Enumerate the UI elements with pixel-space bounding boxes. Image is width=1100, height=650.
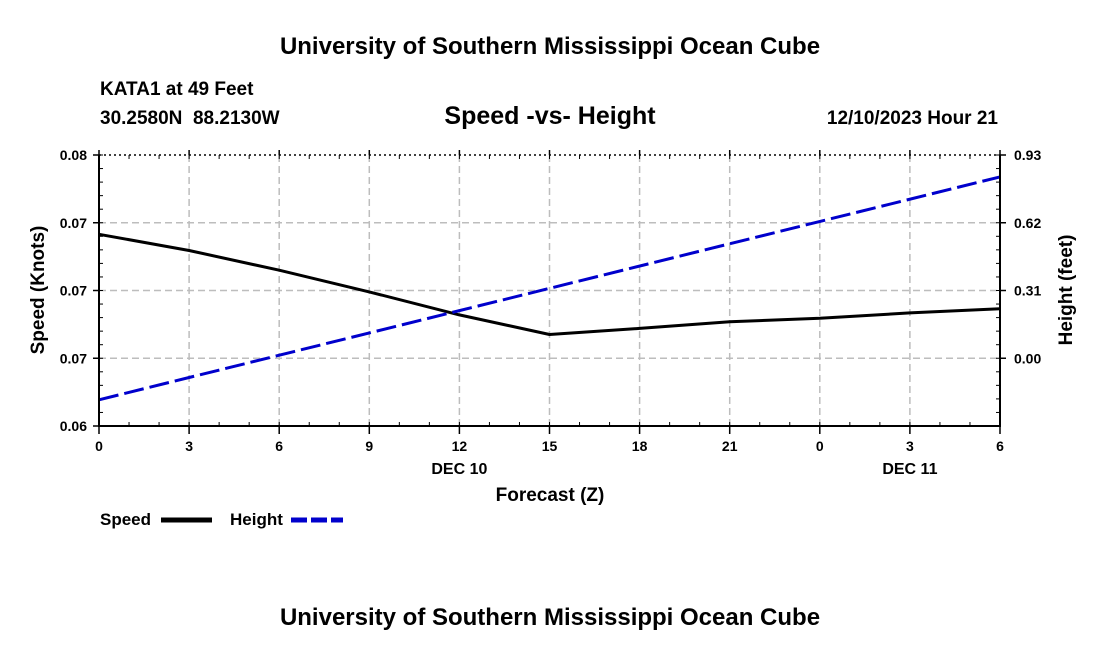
legend-label-speed: Speed (100, 510, 151, 529)
x-tick-label: 15 (542, 438, 558, 454)
chart-title: Speed -vs- Height (444, 102, 656, 130)
plot-area: 0 3 6 9 12 15 18 21 0 3 6 DEC 10 DEC 11 0.06 0.07 0.07… (60, 147, 1042, 478)
y-left-tick-label: 0.08 (60, 147, 87, 163)
x-date-label: DEC 10 (431, 461, 487, 478)
page-title: University of Southern Mississippi Ocean… (280, 33, 820, 60)
x-tick-label: 18 (632, 438, 648, 454)
x-tick-label: 6 (275, 438, 283, 454)
legend-label-height: Height (230, 510, 283, 529)
y-right-tick-label: 0.93 (1014, 147, 1041, 163)
y-left-tick-label: 0.07 (60, 350, 87, 366)
station-coords: 30.2580N 88.2130W (100, 108, 280, 129)
y-left-ticks: 0.06 0.07 0.07 0.07 0.08 (60, 147, 99, 434)
y-axis-left-label: Speed (Knots) (28, 226, 49, 355)
y-right-tick-label: 0.31 (1014, 283, 1041, 299)
x-tick-label: 3 (906, 438, 914, 454)
x-tick-label: 3 (185, 438, 193, 454)
station-name: KATA1 at 49 Feet (100, 79, 254, 100)
x-tick-label: 21 (722, 438, 738, 454)
x-date-label: DEC 11 (882, 461, 937, 478)
x-tick-label: 12 (452, 438, 468, 454)
y-axis-right-label: Height (feet) (1056, 235, 1077, 346)
grid-lines (99, 154, 1000, 426)
footer-title: University of Southern Mississippi Ocean… (280, 604, 820, 631)
x-ticks: 0 3 6 9 12 15 18 21 0 3 6 DEC 10 DEC 11 (95, 150, 1004, 478)
y-right-tick-label: 0.00 (1014, 350, 1041, 366)
x-tick-label: 0 (816, 438, 824, 454)
y-right-tick-label: 0.62 (1014, 215, 1041, 231)
y-right-ticks: 0.00 0.31 0.62 0.93 (1000, 147, 1041, 366)
x-axis-label: Forecast (Z) (496, 485, 605, 506)
x-tick-label: 0 (95, 438, 103, 454)
series-line-speed (98, 232, 1001, 336)
timestamp: 12/10/2023 Hour 21 (827, 108, 999, 129)
series-line-height (98, 175, 1001, 402)
y-left-tick-label: 0.07 (60, 215, 87, 231)
legend: Speed Height (100, 510, 343, 529)
x-tick-label: 6 (996, 438, 1004, 454)
y-left-tick-label: 0.07 (60, 283, 87, 299)
y-left-tick-label: 0.06 (60, 418, 87, 434)
x-tick-label: 9 (365, 438, 373, 454)
